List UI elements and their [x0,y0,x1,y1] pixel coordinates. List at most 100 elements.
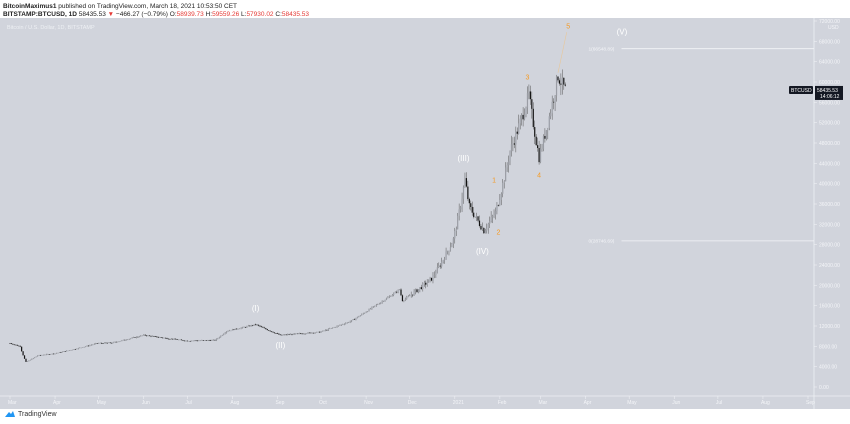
candle-body [112,342,114,343]
candle-body [329,328,331,330]
candle-body [407,296,409,297]
time-tick-label: Sep [806,400,815,406]
candle-body [9,343,11,344]
time-tick-label: Mar [539,400,548,406]
candle-body [291,334,293,335]
candle-body [374,305,376,307]
candle-body [461,198,463,208]
candle-body [557,76,559,81]
price-tick-label: 36000.00 [819,202,840,208]
candle-body [298,333,300,334]
candle-body [382,301,385,302]
candle-body [159,337,161,338]
candle-body [195,340,197,342]
price-chart[interactable]: Bitcoin / U.S. Dollar, 1D, BITSTAMP 7200… [0,18,850,409]
candle-body [471,206,473,213]
candle-body [451,243,453,248]
candle-body [529,91,531,100]
candle-body [37,355,39,357]
fib-levels[interactable]: 1(66548.89) 0(28746.69) [589,47,814,245]
candle-body [474,216,476,218]
candle-body [252,325,254,326]
tradingview-logo[interactable]: TradingView [4,410,57,418]
candle-body [510,144,513,152]
candle-body [48,354,50,355]
candle-body [381,301,383,303]
candle-body [348,322,350,323]
candle-body [541,148,543,150]
symbol-tag: BTCUSD [791,88,812,94]
candle-body [464,178,466,188]
candle-body [10,343,13,344]
candle-body [201,340,203,341]
candle-body [50,354,52,355]
candle-body [292,333,295,335]
candle-body [19,345,21,347]
candle-body [89,345,91,346]
candle-body [211,340,213,341]
candle-body [272,331,274,333]
candle-body [38,355,40,356]
down-triangle-icon: ▼ [107,11,115,18]
candle-body [506,165,508,168]
candle-body [343,324,345,325]
price-tick-label: 4000.00 [819,365,837,371]
candle-body [307,332,309,334]
candle-body [227,331,229,332]
candle-body [438,265,440,268]
candle-body [240,327,242,329]
candle-body [319,331,321,333]
candle-body [143,334,145,336]
candle-body [410,294,412,296]
candle-body [156,336,158,338]
candle-body [539,148,542,163]
author[interactable]: BitcoinMaximus1 [3,3,57,10]
candle-body [545,130,547,139]
candle-body [275,333,277,334]
candle-body [218,337,220,339]
candle-body [134,337,136,338]
candle-body [413,291,415,296]
candle-body [130,338,132,340]
price-axis[interactable]: 72000.00 68000.00 64000.00 60000.00 56000.00… [814,19,840,391]
candle-body [163,337,165,339]
candle-body [41,355,43,356]
candle-body [531,99,533,109]
candle-body [558,80,561,84]
candle-body [70,350,72,351]
wave-labels[interactable]: (I) (II) (III) (IV) (V) 1 2 3 4 5 [252,24,628,350]
price-tick-label: 72000.00 [819,19,840,25]
candle-body [432,275,434,281]
candle-body [67,350,69,352]
price-tick-label: 32000.00 [819,222,840,228]
candle-body [246,326,248,328]
candle-body [523,114,526,120]
candle-body [86,345,88,347]
candle-body [385,298,388,300]
candle-body [259,325,261,327]
candle-body [478,220,481,226]
candle-body [90,344,92,346]
wave-label: 4 [537,173,541,180]
candle-body [25,358,27,362]
candle-body [151,336,154,337]
publish-text: published on TradingView.com, March 18, … [58,3,238,10]
candle-body [202,340,204,341]
candle-body [21,346,23,352]
candle-body [435,273,437,275]
wave-label: 5 [566,24,570,31]
candle-body [178,339,180,341]
price-tick-label: 16000.00 [819,304,840,310]
candle-body [95,343,97,344]
candle-body [29,359,31,361]
candle-body [157,337,159,338]
candle-body [480,225,482,230]
candle-body [324,329,327,331]
candle-body [337,325,340,327]
price-tick-label: 68000.00 [819,39,840,45]
candle-body [114,341,116,343]
time-axis[interactable]: Mar Apr May Jun Jul Aug Sep Oct Nov Dec 2021 Feb Mar… [8,396,815,406]
wave-connector-line [557,32,568,73]
candle-body [192,340,194,342]
price-tick-label: 20000.00 [819,283,840,289]
